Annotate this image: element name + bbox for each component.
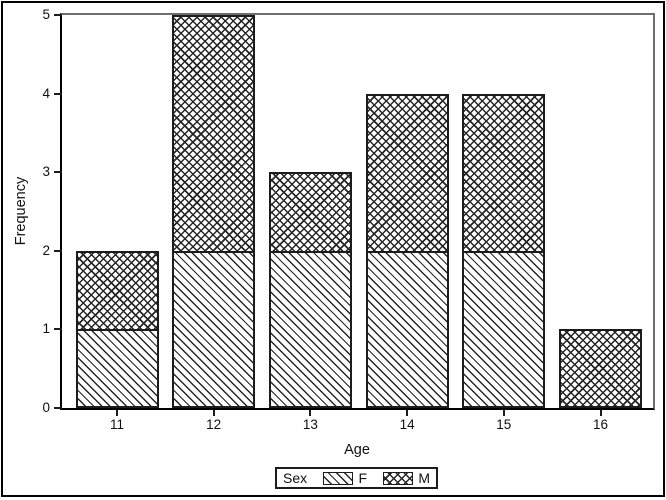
y-tick-mark — [54, 407, 62, 409]
x-tick-mark — [212, 410, 215, 416]
x-tick-label: 14 — [399, 417, 415, 432]
x-tick-label: 16 — [592, 417, 609, 432]
bar-segment-age11-f — [75, 329, 159, 408]
bar-segment-age16-m — [559, 329, 642, 408]
bar-segment-age13-f — [268, 250, 352, 408]
y-axis-title: Frequency — [13, 176, 29, 246]
legend-entry-f: F — [323, 470, 367, 486]
y-tick-label: 0 — [42, 400, 50, 415]
x-tick-label: 11 — [109, 417, 124, 432]
bar-segment-age11-m — [75, 250, 159, 332]
y-tick-label: 1 — [42, 321, 50, 337]
bar-segment-age12-m — [172, 15, 256, 253]
y-tick-mark — [54, 14, 62, 16]
x-tick-label: 12 — [206, 417, 222, 432]
x-axis-title: Age — [344, 442, 370, 458]
x-tick-mark — [116, 410, 118, 416]
bar-segment-age12-f — [172, 250, 256, 408]
y-tick-label: 2 — [42, 242, 50, 258]
y-tick-mark — [54, 249, 62, 252]
x-tick-mark — [309, 410, 312, 416]
bar-segment-age15-m — [462, 93, 546, 253]
legend-entry-f-label: F — [358, 470, 367, 486]
bar-segment-age14-f — [365, 250, 449, 408]
legend: Sex F M — [275, 467, 438, 489]
plot-area — [60, 13, 655, 410]
x-tick-label: 13 — [302, 417, 318, 432]
y-tick-mark — [54, 328, 62, 331]
y-tick-mark — [54, 92, 62, 95]
x-tick-mark — [502, 410, 505, 416]
diagonal-hatch-swatch-icon — [323, 471, 354, 485]
bar-segment-age14-m — [365, 93, 449, 253]
y-tick-label: 5 — [42, 7, 50, 22]
y-tick-label: 4 — [42, 85, 50, 101]
x-tick-mark — [599, 410, 602, 416]
bar-segment-age13-m — [268, 172, 352, 253]
legend-title: Sex — [283, 470, 308, 486]
y-tick-label: 3 — [42, 164, 50, 180]
x-tick-mark — [406, 410, 409, 416]
crosshatch-swatch-icon — [383, 471, 414, 485]
bar-segment-age15-f — [462, 250, 546, 408]
x-tick-label: 15 — [496, 417, 512, 432]
legend-entry-m: M — [383, 470, 430, 486]
y-tick-mark — [54, 171, 62, 174]
legend-entry-m-label: M — [418, 470, 430, 486]
